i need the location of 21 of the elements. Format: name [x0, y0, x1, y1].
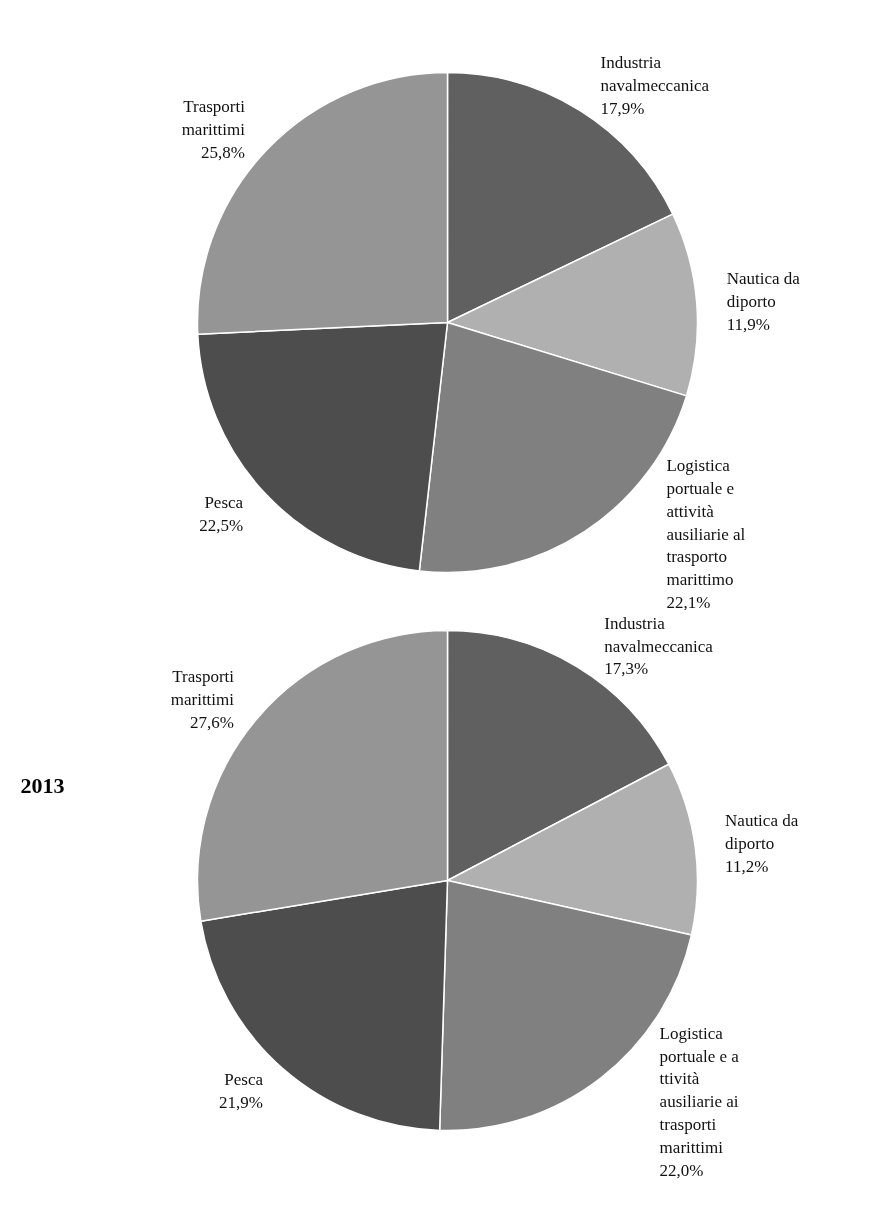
data-label: 11,2%: [725, 856, 769, 876]
slice-label: Trasporti marittimi: [170, 667, 235, 709]
data-label: 17,3%: [604, 659, 649, 679]
slice-label: Pesca: [224, 1070, 264, 1090]
slice-label: Industria navalmeccanica: [600, 53, 710, 95]
text: 2013: [20, 772, 65, 798]
data-label: 27,6%: [190, 712, 235, 732]
data-label: 25,8%: [201, 142, 245, 162]
data-label: 11,9%: [726, 314, 770, 334]
slice-label: Nautica da diporto: [726, 269, 801, 311]
slice-label: Nautica da diporto: [725, 811, 799, 854]
data-label: 17,9%: [600, 98, 645, 118]
data-label: 22,0%: [659, 1160, 704, 1180]
slice-label: Industria navalmeccanica: [604, 613, 714, 656]
slice-label: Logistica portuale e a ttività ausiliarie ai trasporti marittimi: [659, 1023, 740, 1157]
data-label: 22,5%: [199, 515, 244, 535]
data-label: 21,9%: [219, 1093, 263, 1113]
slice-label: Pesca: [204, 492, 244, 512]
slice-label: Logistica portuale e attività ausiliarie al trasporto marittimo: [666, 456, 746, 590]
data-label: 22,1%: [666, 593, 711, 612]
slice-label: Trasporti marittimi: [181, 96, 246, 139]
